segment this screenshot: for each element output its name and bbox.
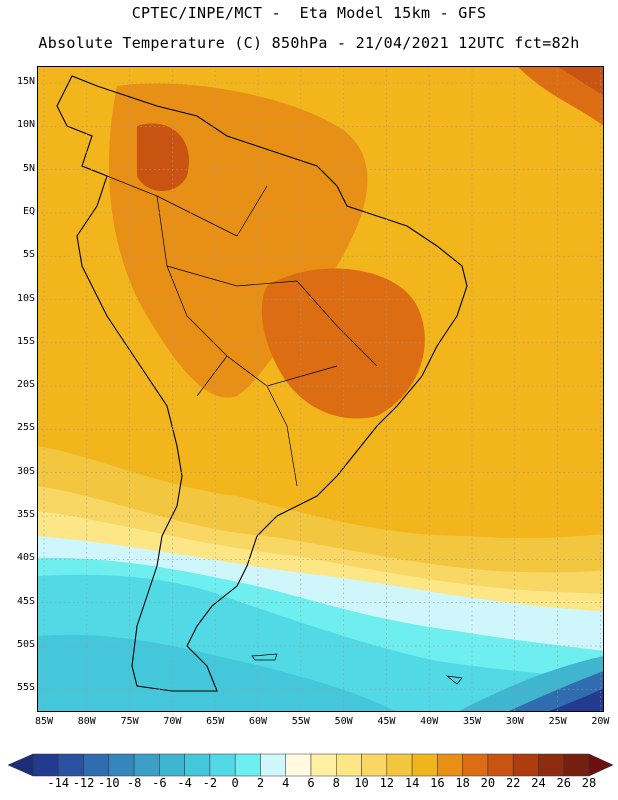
lat-lon-grid [37,66,604,712]
colorbar-swatch [462,753,489,777]
colorbar-swatch [260,753,286,777]
lat-label: 10S [16,292,35,304]
colorbar-tick-label: 18 [455,776,470,790]
lat-label: 15S [16,335,35,347]
lon-label: 65W [206,716,225,727]
hot-spot-ne-ocean [557,66,604,96]
colorbar-swatch [32,753,59,777]
colorbar-tick-label: 28 [581,776,597,790]
lon-label: 20W [591,716,610,727]
lon-label: 35W [462,716,482,727]
colorbar [7,753,614,777]
colorbar-tick-label: 0 [231,776,239,790]
colorbar-tick-label: 4 [282,776,290,790]
colorbar-swatch [234,753,261,777]
lat-label: 50S [16,638,35,650]
lon-label: 55W [291,716,310,727]
lon-label: 80W [77,716,96,727]
lat-label: 25S [16,422,35,434]
colorbar-tick-label: -12 [72,776,95,790]
colorbar-swatch [209,753,236,777]
lon-label: 40W [420,716,439,727]
colorbar-swatch [361,753,388,777]
colorbar-tick-label: -2 [202,776,218,790]
hot-spot-north [137,123,189,191]
lat-label: 35S [16,509,35,520]
lat-label: 30S [16,465,35,477]
colorbar-swatch [437,753,463,777]
colorbar-tick-label: 22 [505,776,521,790]
colorbar-under-arrow [7,753,34,777]
chart-subtitle: Absolute Temperature (C) 850hPa - 21/04/… [38,34,580,52]
lon-label: 70W [163,716,182,727]
colorbar-swatch [411,753,438,777]
lat-label: 15N [16,76,35,87]
colorbar-swatch [487,753,514,777]
south-georgia [445,675,463,685]
colorbar-tick-label: -4 [177,776,192,790]
colorbar-swatch [285,753,312,777]
colorbar-over-arrow [588,753,614,777]
lon-label: 60W [248,716,268,727]
colorbar-swatch [336,753,362,777]
colorbar-swatch [159,753,185,777]
colorbar-tick-label: 24 [531,776,546,790]
continent-outline [56,75,468,692]
colorbar-tick-label: 14 [404,776,420,790]
lon-label: 45W [377,716,396,727]
contour-band-0 [37,634,397,712]
lat-label: 5N [22,162,35,174]
colorbar-tick-label: 6 [307,776,315,790]
lat-label: EQ [22,205,35,217]
lon-label: 30W [505,716,524,727]
colorbar-tick-label: -8 [126,776,142,790]
falkland-islands [251,653,278,661]
colorbar-tick-label: 2 [256,776,265,790]
country-borders [106,175,378,487]
colorbar-tick-label: 16 [430,776,445,790]
contour-band-n14 [547,688,604,712]
colorbar-tick-label: -14 [47,776,70,790]
colorbar-tick-label: -6 [152,776,167,790]
colorbar-tick-label: 8 [332,776,340,790]
lat-label: 40S [16,552,35,564]
chart-title: CPTEC/INPE/MCT - Eta Model 15km - GFS [131,4,487,22]
lat-label: 45S [16,595,35,607]
colorbar-swatch [310,753,337,777]
colorbar-swatch [386,753,413,777]
colorbar-swatch [133,753,160,777]
lon-label: 75W [120,716,139,727]
colorbar-tick-label: 20 [480,776,496,790]
lat-label: 5S [22,249,35,261]
colorbar-tick-label: -10 [97,776,120,790]
lat-label: 20S [16,379,35,391]
colorbar-swatch [108,753,135,777]
colorbar-swatch [512,753,539,777]
colorbar-swatch [58,753,84,777]
colorbar-tick-label: 26 [556,776,571,790]
colorbar-swatch [184,753,211,777]
colorbar-tick-label: 10 [354,776,369,790]
lat-label: 10N [16,119,35,131]
lon-label: 85W [34,716,54,727]
lon-label: 50W [334,716,353,727]
colorbar-swatch [538,753,564,777]
colorbar-tick-label: 12 [379,776,395,790]
colorbar-swatch [563,753,590,777]
lon-label: 25W [548,716,567,727]
temperature-map [37,66,604,712]
colorbar-swatch [83,753,110,777]
warm-region-central [261,268,425,419]
lat-label: 55S [16,682,35,694]
